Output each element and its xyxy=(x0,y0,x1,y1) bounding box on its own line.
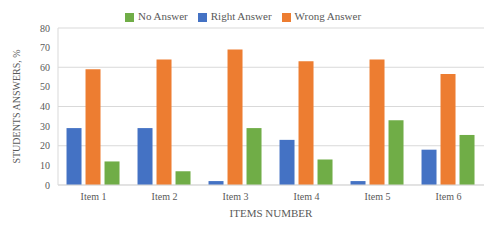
svg-text:Item 3: Item 3 xyxy=(223,191,249,202)
svg-text:80: 80 xyxy=(40,23,50,34)
svg-text:30: 30 xyxy=(40,121,50,132)
svg-text:Item 4: Item 4 xyxy=(294,191,320,202)
svg-text:Item 5: Item 5 xyxy=(365,191,391,202)
svg-text:40: 40 xyxy=(40,101,50,112)
html-text:Right Answer: Right Answer xyxy=(210,10,272,22)
svg-text:10: 10 xyxy=(40,160,50,171)
svg-text:50: 50 xyxy=(40,81,50,92)
svg-text:60: 60 xyxy=(40,62,50,73)
svg-text:ITEMS NUMBER: ITEMS NUMBER xyxy=(230,207,313,219)
svg-text:Item 2: Item 2 xyxy=(152,191,178,202)
svg-text:0: 0 xyxy=(45,180,50,191)
html-text:No Answer: No Answer xyxy=(138,10,188,22)
svg-text:Item 6: Item 6 xyxy=(436,191,462,202)
svg-text:20: 20 xyxy=(40,140,50,151)
svg-text:Item 1: Item 1 xyxy=(81,191,107,202)
html-text:Wrong Answer: Wrong Answer xyxy=(294,10,361,22)
svg-text:STUDENTS ANSWERS, %: STUDENTS ANSWERS, % xyxy=(11,49,22,163)
svg-text:70: 70 xyxy=(40,42,50,53)
